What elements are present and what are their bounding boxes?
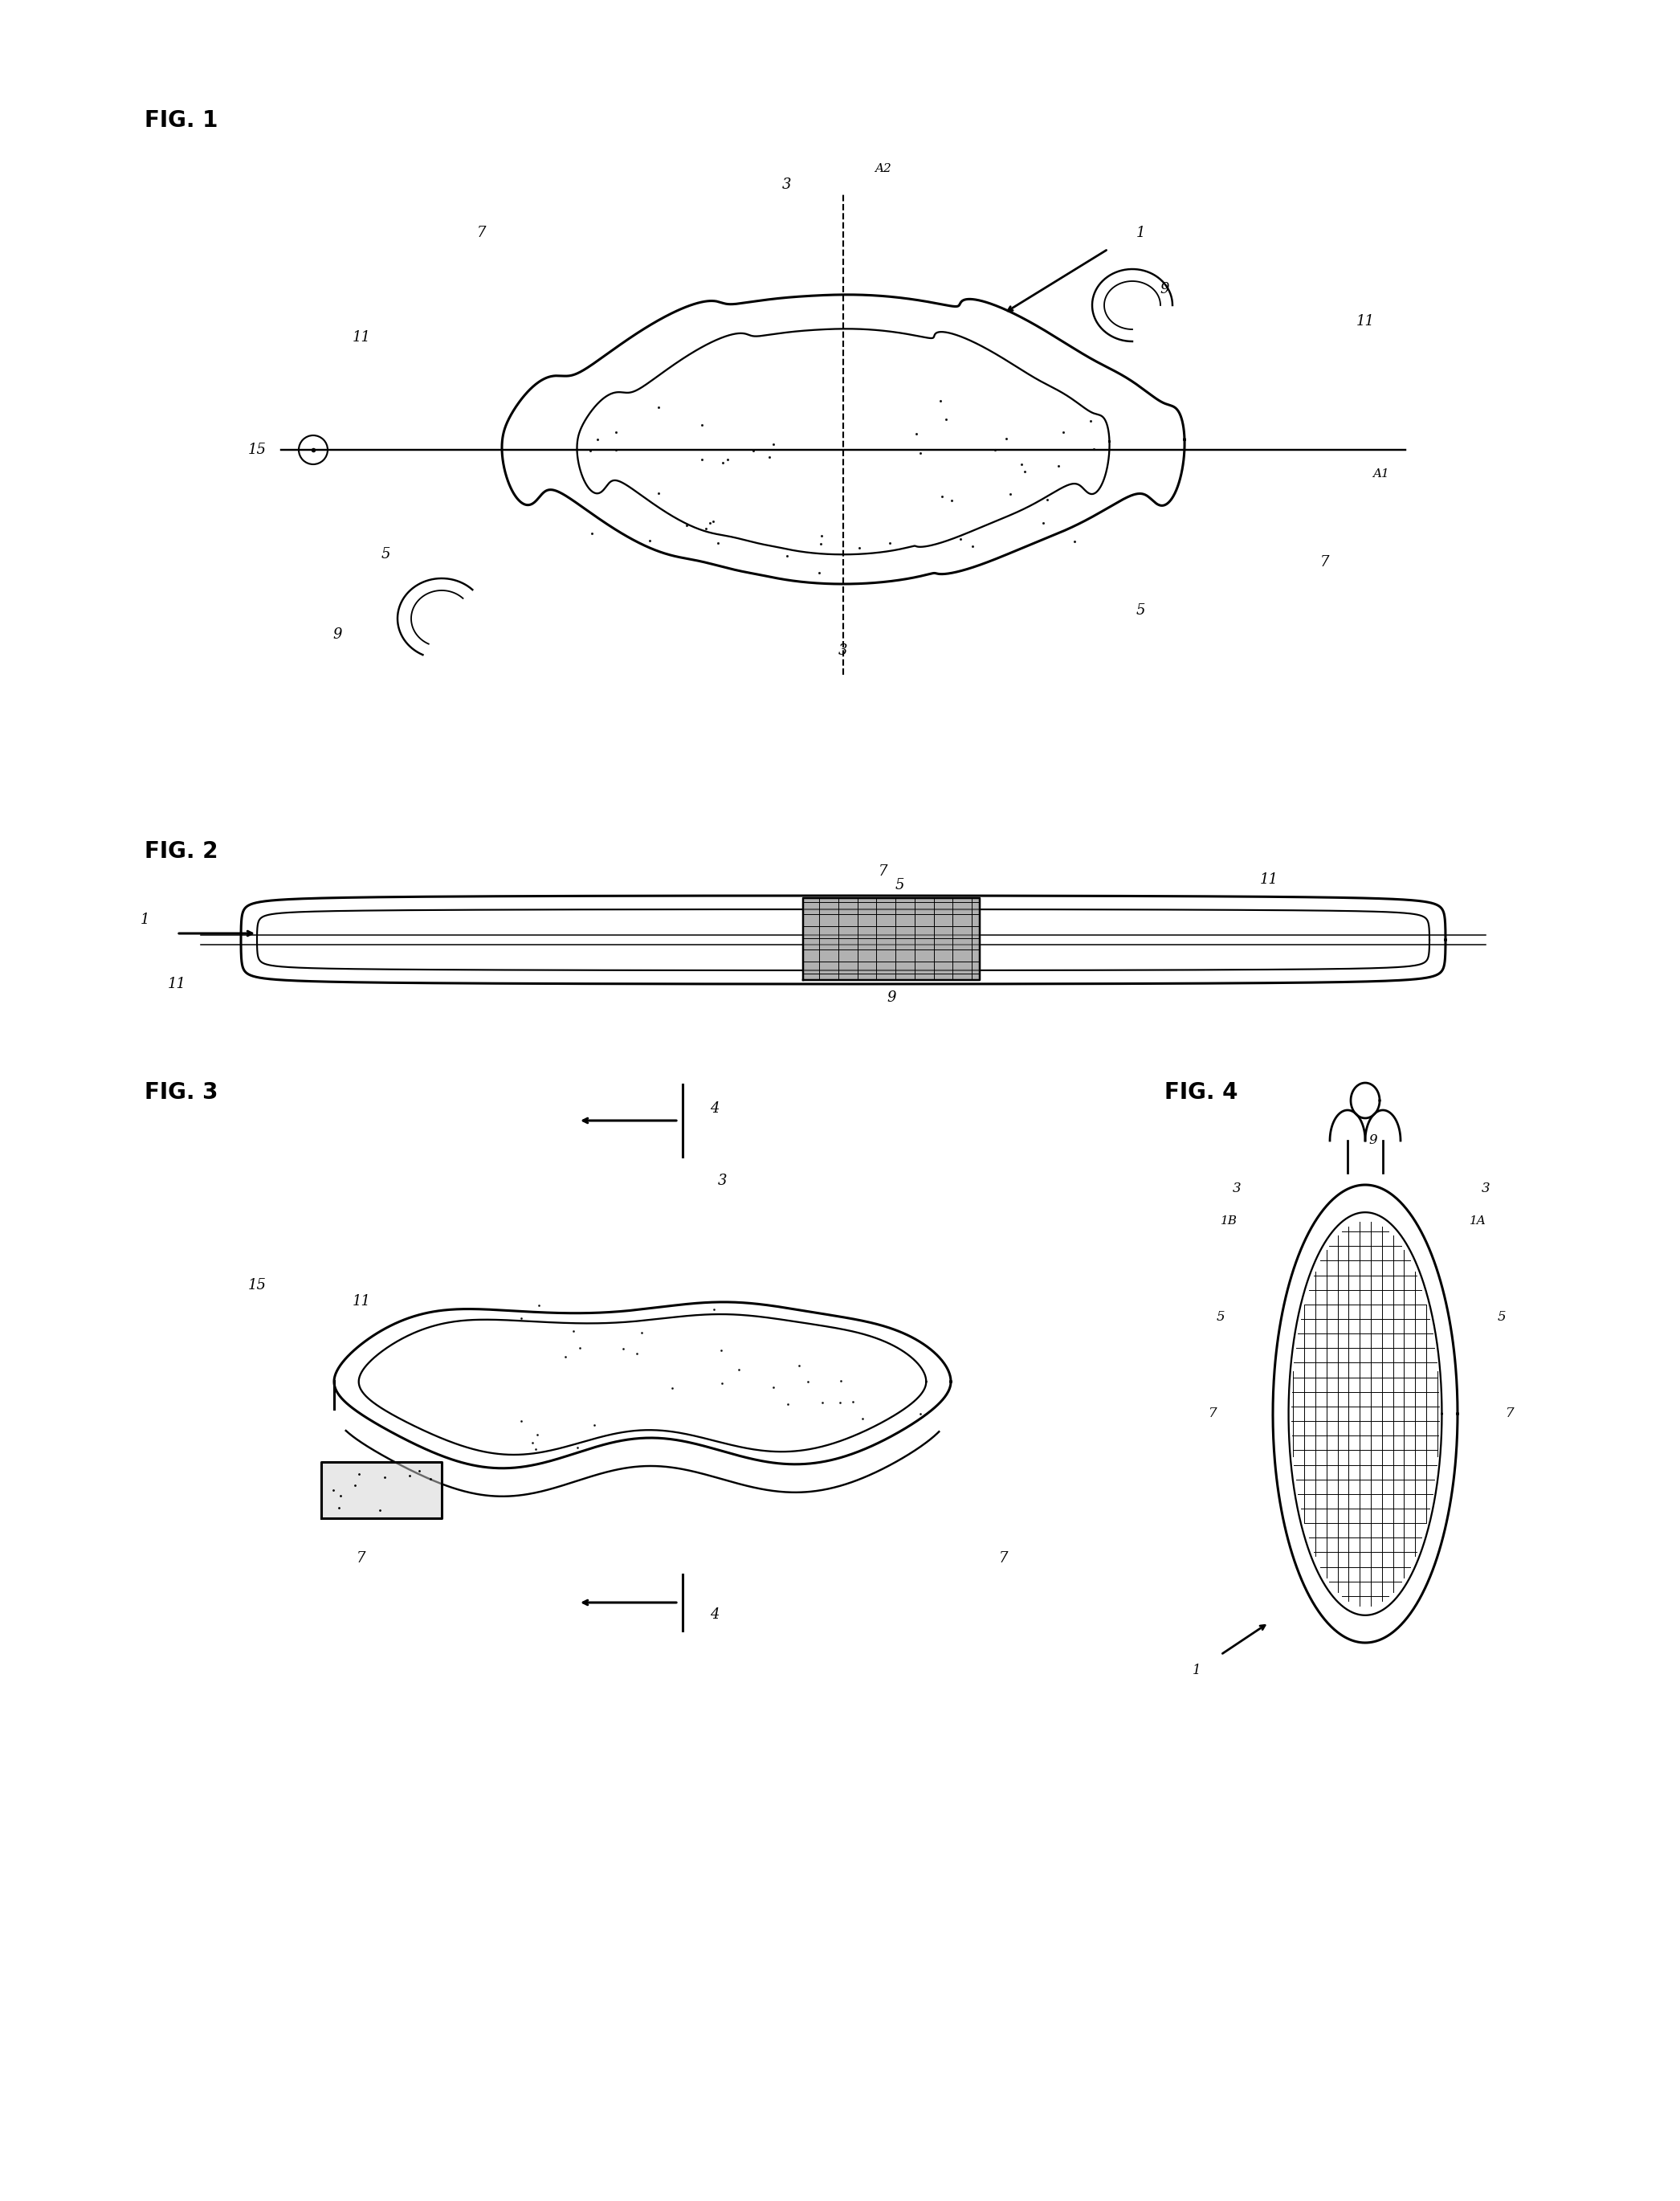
Text: 4: 4 xyxy=(711,1607,719,1622)
Text: 5: 5 xyxy=(1216,1310,1225,1325)
Text: 9: 9 xyxy=(333,627,343,643)
Text: 7: 7 xyxy=(477,227,487,240)
Text: 7: 7 xyxy=(356,1552,366,1565)
Text: 11: 11 xyxy=(1260,872,1278,887)
Text: 15: 15 xyxy=(247,1279,265,1292)
Text: A1: A1 xyxy=(1373,469,1389,480)
Text: 11: 11 xyxy=(168,977,186,990)
Text: 1: 1 xyxy=(139,913,150,927)
Text: 5: 5 xyxy=(381,548,390,561)
Text: 1B: 1B xyxy=(1220,1215,1236,1226)
Text: 3: 3 xyxy=(1233,1182,1242,1195)
Text: 11: 11 xyxy=(353,330,371,346)
Text: 3: 3 xyxy=(783,178,791,191)
Text: 1: 1 xyxy=(1136,227,1146,240)
Text: 7: 7 xyxy=(1505,1406,1514,1420)
Text: 7: 7 xyxy=(879,865,889,878)
Text: 5: 5 xyxy=(1497,1310,1505,1325)
Polygon shape xyxy=(803,898,979,979)
Text: 1A: 1A xyxy=(1470,1215,1487,1226)
Polygon shape xyxy=(321,1461,442,1519)
Text: 5: 5 xyxy=(1136,603,1146,618)
Text: A2: A2 xyxy=(875,163,892,174)
Text: FIG. 1: FIG. 1 xyxy=(144,110,218,132)
Text: 3: 3 xyxy=(1482,1182,1490,1195)
Text: FIG. 2: FIG. 2 xyxy=(144,841,218,863)
Text: 9: 9 xyxy=(1369,1134,1378,1147)
Text: 9: 9 xyxy=(1159,282,1169,297)
Text: 11: 11 xyxy=(1356,315,1374,328)
Text: 5: 5 xyxy=(895,878,904,891)
Text: 3: 3 xyxy=(838,643,848,658)
Text: FIG. 4: FIG. 4 xyxy=(1164,1081,1238,1103)
Text: 15: 15 xyxy=(247,442,265,458)
Text: FIG. 3: FIG. 3 xyxy=(144,1081,218,1103)
Text: 3: 3 xyxy=(717,1173,727,1189)
Text: 1: 1 xyxy=(1193,1664,1201,1677)
Text: 7: 7 xyxy=(1208,1406,1216,1420)
Text: 7: 7 xyxy=(1000,1552,1008,1565)
Text: 7: 7 xyxy=(1320,555,1329,570)
Text: 11: 11 xyxy=(353,1294,371,1310)
Text: 9: 9 xyxy=(887,990,895,1006)
Text: 4: 4 xyxy=(711,1100,719,1116)
